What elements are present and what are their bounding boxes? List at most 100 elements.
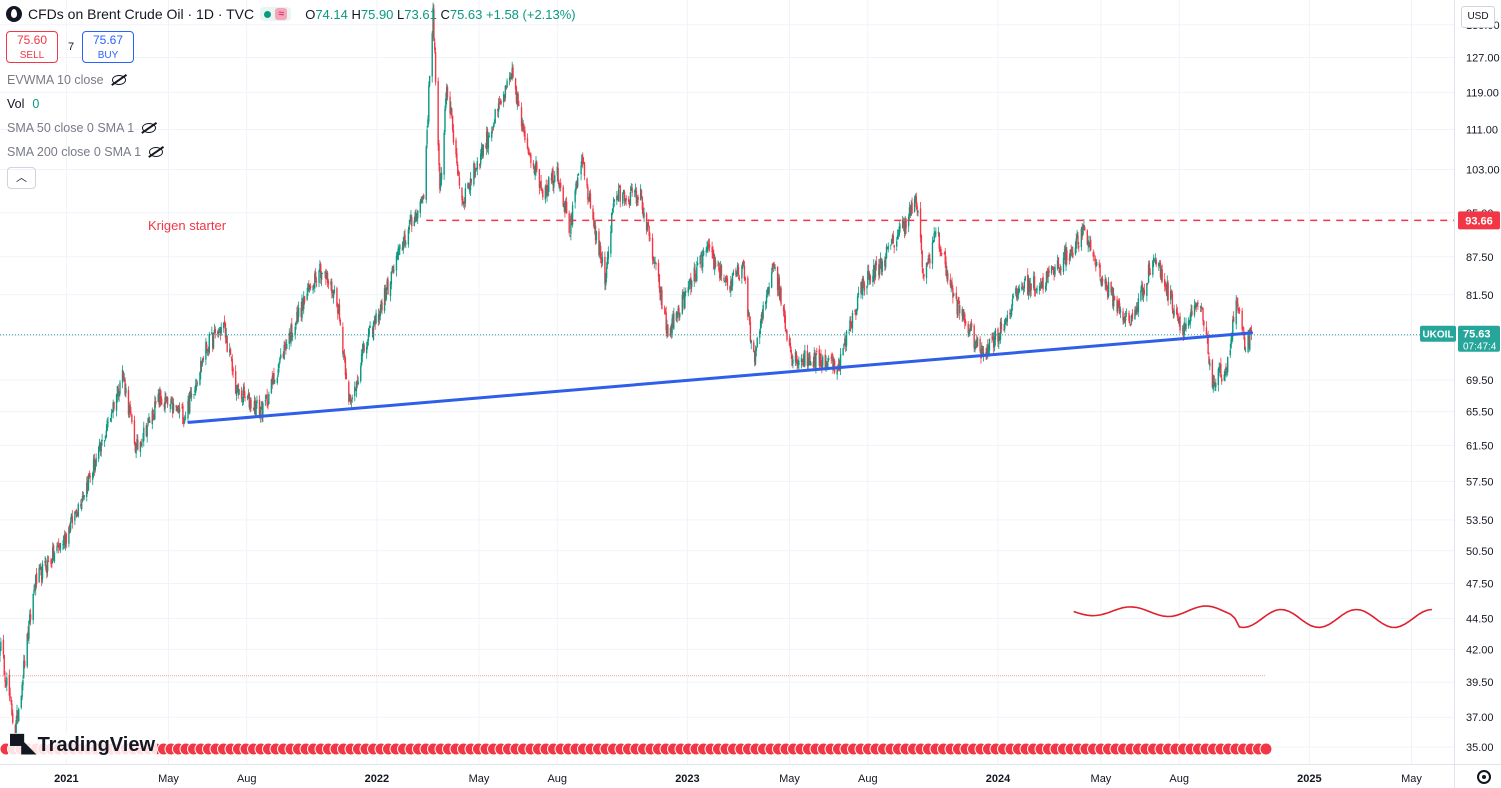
candle-body xyxy=(767,291,769,293)
settings-gear-icon[interactable] xyxy=(1477,770,1491,784)
candle-body xyxy=(511,67,513,79)
candle-body xyxy=(326,273,328,280)
market-status-badge[interactable]: ≈ xyxy=(260,7,292,21)
candle-body xyxy=(695,280,697,281)
candle-body xyxy=(318,270,320,283)
candle-body xyxy=(254,400,256,415)
symbol-title[interactable]: CFDs on Brent Crude Oil · 1D · TVC xyxy=(28,6,255,22)
candle-body xyxy=(1041,278,1043,286)
candle-body xyxy=(820,353,822,367)
candle-body xyxy=(432,7,434,33)
candle-body xyxy=(146,426,148,437)
candle-body xyxy=(913,198,916,212)
candle-body xyxy=(59,543,62,550)
candle-body xyxy=(951,282,953,289)
collapse-legend-button[interactable]: ︿ xyxy=(7,167,36,189)
y-tick-label: 37.00 xyxy=(1466,712,1494,724)
indicator-evwma[interactable]: EVWMA 10 close xyxy=(7,73,126,87)
candle-body xyxy=(494,109,496,124)
candle-body xyxy=(636,197,638,203)
candle-body xyxy=(839,360,841,372)
candle-body xyxy=(791,354,793,367)
hidden-eye-icon[interactable] xyxy=(142,123,157,133)
candle-body xyxy=(774,267,776,269)
candle-body xyxy=(629,192,632,206)
candle-body xyxy=(654,262,656,264)
candle-body xyxy=(696,262,699,265)
candle-body xyxy=(1092,252,1094,257)
hidden-eye-icon[interactable] xyxy=(149,147,164,157)
candle-body xyxy=(693,267,695,282)
candle-body xyxy=(1202,308,1204,321)
hidden-eye-icon[interactable] xyxy=(111,75,126,85)
candle-body xyxy=(106,420,108,432)
candle-body xyxy=(378,313,381,320)
candle-body xyxy=(1176,312,1179,318)
candle-body xyxy=(463,201,466,204)
candle-body xyxy=(1166,281,1168,297)
y-tick-label: 47.50 xyxy=(1466,579,1494,591)
candle-body xyxy=(47,561,50,562)
candle-body xyxy=(832,359,834,370)
candle-body xyxy=(1112,294,1115,307)
candle-body xyxy=(1005,318,1008,320)
candle-body xyxy=(1023,281,1026,289)
candle-body xyxy=(421,200,423,203)
candle-body xyxy=(271,376,273,384)
candle-body xyxy=(1232,319,1234,337)
candle-body xyxy=(86,482,88,497)
candle-body xyxy=(714,260,717,268)
candle-body xyxy=(1146,283,1148,296)
candle-body xyxy=(761,314,764,320)
candle-body xyxy=(83,495,85,498)
currency-selector[interactable]: USD xyxy=(1461,6,1495,28)
candle-body xyxy=(443,132,445,175)
candle-body xyxy=(824,354,826,368)
candle-body xyxy=(872,275,874,283)
candle-body xyxy=(354,388,357,390)
candle-body xyxy=(731,273,734,287)
candle-body xyxy=(1205,327,1208,337)
candle-body xyxy=(110,413,113,418)
candle-body xyxy=(428,75,431,86)
candle-body xyxy=(606,257,609,266)
candle-body xyxy=(65,534,68,544)
candle-body xyxy=(947,272,949,281)
candle-body xyxy=(165,396,167,402)
sell-button[interactable]: 75.60 SELL xyxy=(6,31,58,63)
candle-body xyxy=(64,536,67,547)
candle-body xyxy=(187,400,189,419)
candle-body xyxy=(1185,323,1187,330)
candle-body xyxy=(577,173,580,175)
candle-body xyxy=(922,268,924,274)
indicator-sma50[interactable]: SMA 50 close 0 SMA 1 xyxy=(7,121,157,135)
tradingview-watermark[interactable]: ▀◣ TradingView xyxy=(8,733,158,758)
candle-body xyxy=(884,256,887,268)
sell-label: SELL xyxy=(19,50,45,61)
candle-body xyxy=(671,318,673,334)
candle-body xyxy=(291,335,294,337)
buy-button[interactable]: 75.67 BUY xyxy=(82,31,134,63)
candle-body xyxy=(1123,317,1125,323)
candle-body xyxy=(898,226,900,236)
candle-body xyxy=(1068,258,1071,261)
candle-body xyxy=(384,289,387,301)
candle-body xyxy=(332,291,335,299)
candle-body xyxy=(526,138,529,149)
indicator-volume[interactable]: Vol 0 xyxy=(7,97,40,111)
candle-body xyxy=(1147,283,1149,285)
candle-body xyxy=(426,129,428,145)
indicator-sma200[interactable]: SMA 200 close 0 SMA 1 xyxy=(7,145,164,159)
candle-body xyxy=(657,263,660,277)
candle-body xyxy=(417,210,419,219)
candle-body xyxy=(355,381,358,392)
candle-body xyxy=(17,711,19,720)
candle-body xyxy=(1016,294,1019,298)
candle-body xyxy=(301,297,303,318)
candle-body xyxy=(652,256,655,262)
candle-body xyxy=(75,510,78,518)
candle-body xyxy=(321,273,324,274)
candle-body xyxy=(117,388,119,396)
chart-note-text[interactable]: Krigen starter xyxy=(148,218,227,233)
